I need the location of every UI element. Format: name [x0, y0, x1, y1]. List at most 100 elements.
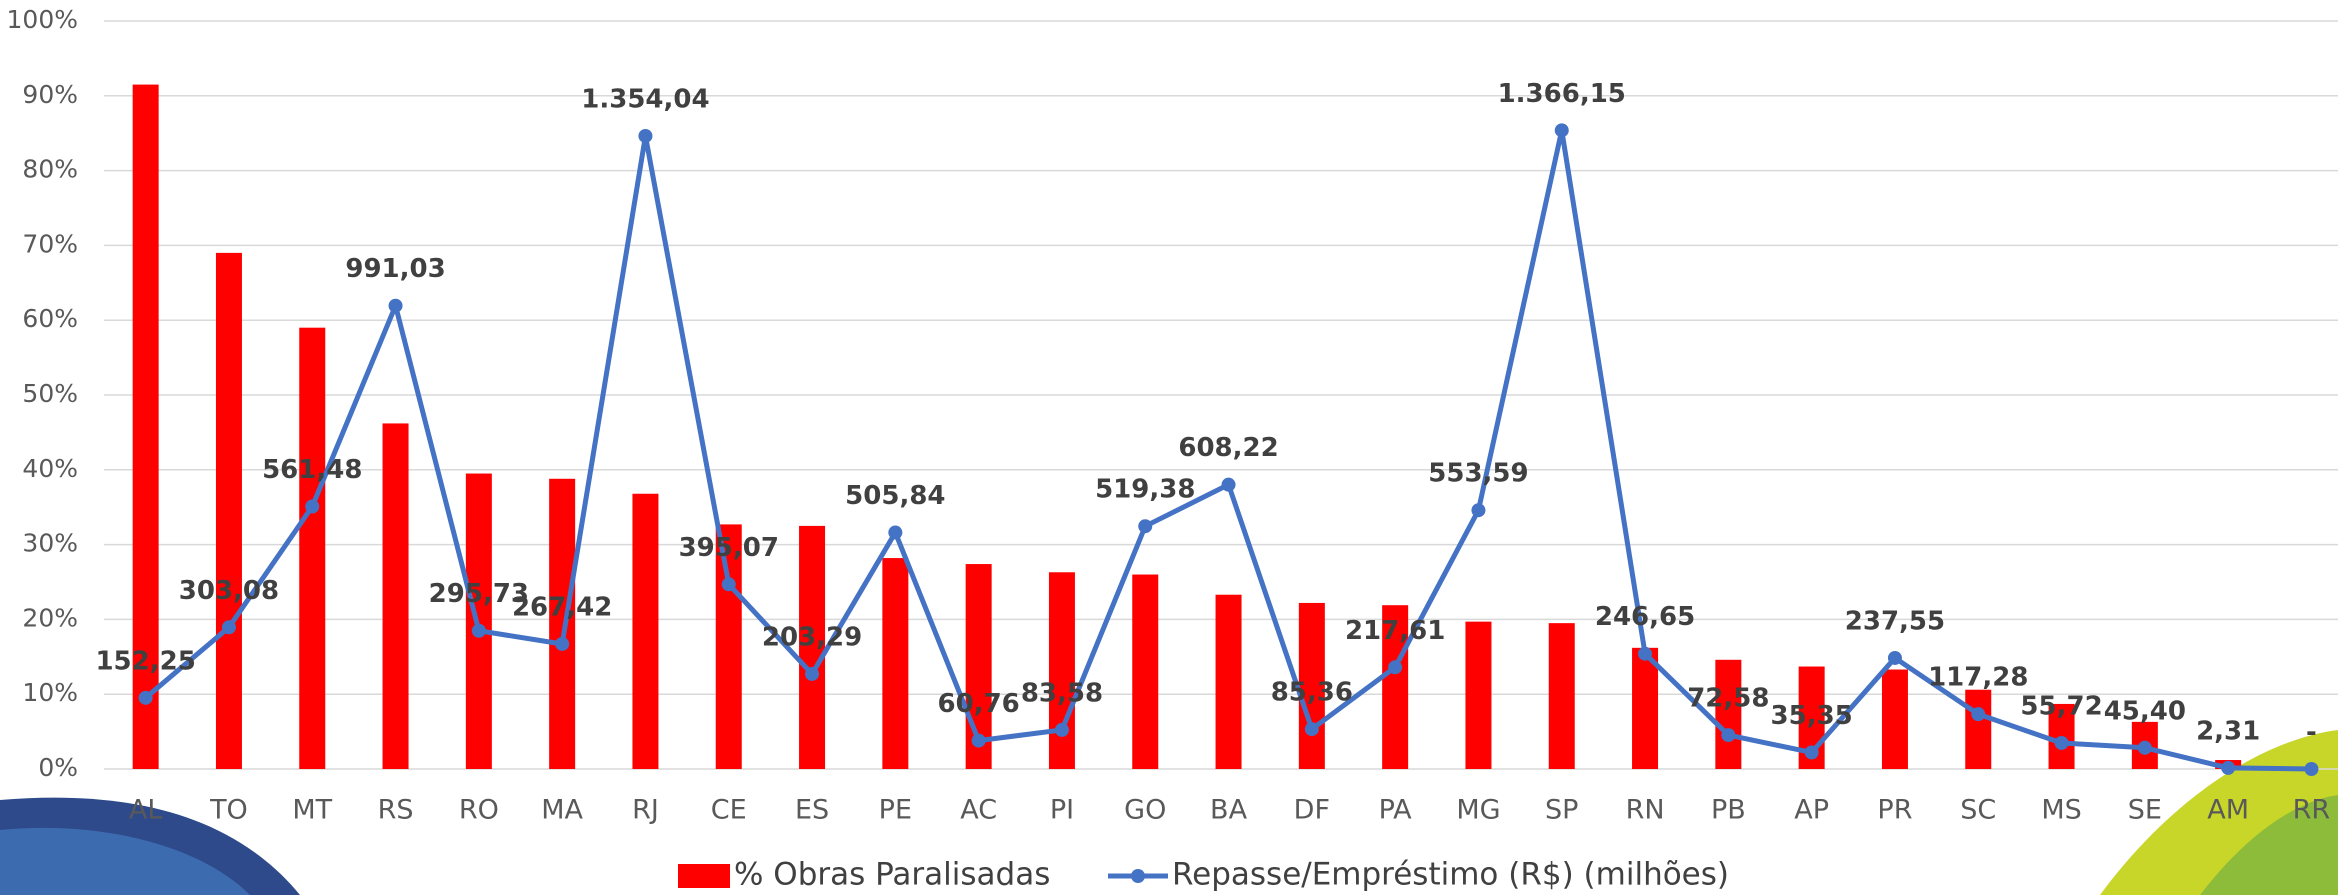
data-label: 246,65 [1595, 602, 1695, 632]
bar [1465, 622, 1491, 769]
line-marker [972, 734, 986, 748]
line-marker [1555, 123, 1569, 137]
bar [1965, 690, 1991, 769]
x-tick-label: PA [1379, 795, 1413, 826]
data-label: 267,42 [512, 592, 612, 622]
x-tick-label: RN [1626, 795, 1665, 826]
x-tick-label: MT [292, 795, 332, 826]
line-marker [722, 577, 736, 591]
line-marker [1888, 651, 1902, 665]
y-tick-label: 20% [22, 603, 78, 632]
y-tick-label: 60% [22, 304, 78, 333]
bar [1549, 623, 1575, 769]
line-marker [389, 299, 403, 313]
data-label: 237,55 [1845, 606, 1945, 636]
line-marker [1805, 745, 1819, 759]
data-label: 1.354,04 [581, 84, 709, 114]
bar [549, 479, 575, 769]
line-marker [2304, 762, 2318, 776]
line-marker [222, 620, 236, 634]
data-label: 85,36 [1271, 678, 1353, 708]
x-tick-label: PB [1711, 795, 1746, 826]
line-marker [1471, 503, 1485, 517]
data-label: 505,84 [845, 481, 945, 511]
line-marker [472, 624, 486, 638]
line-marker [305, 500, 319, 514]
line-marker [1222, 478, 1236, 492]
data-label: 203,29 [762, 622, 862, 652]
data-label: 72,58 [1687, 684, 1769, 714]
bar [882, 558, 908, 769]
data-label: 217,61 [1345, 616, 1445, 646]
bar [383, 423, 409, 769]
x-tick-label: ES [795, 795, 829, 826]
y-tick-label: 80% [22, 155, 78, 184]
line-marker [1638, 647, 1652, 661]
line-marker [805, 667, 819, 681]
y-tick-label: 30% [22, 529, 78, 558]
data-label: 2,31 [2196, 716, 2260, 746]
line-marker [1305, 722, 1319, 736]
bar [299, 328, 325, 769]
x-tick-label: AP [1794, 795, 1829, 826]
x-tick-label: TO [209, 795, 248, 826]
data-label: 1.366,15 [1498, 79, 1626, 109]
x-tick-label: SE [2128, 795, 2162, 826]
data-label: 553,59 [1428, 459, 1528, 489]
line-marker [1388, 660, 1402, 674]
data-label: 519,38 [1095, 475, 1195, 505]
data-label: 55,72 [2020, 691, 2102, 721]
x-tick-label: AC [960, 795, 997, 826]
bar [1216, 595, 1242, 769]
x-tick-label: SP [1545, 795, 1578, 826]
x-tick-label: RJ [632, 795, 659, 826]
line-marker [638, 129, 652, 143]
line-marker [1971, 707, 1985, 721]
legend-swatch [1131, 869, 1145, 883]
legend-label: % Obras Paralisadas [734, 857, 1050, 893]
line-marker [2055, 736, 2069, 750]
y-tick-label: 40% [22, 454, 78, 483]
line-marker [888, 526, 902, 540]
data-label: 60,76 [938, 689, 1020, 719]
x-tick-label: GO [1124, 795, 1166, 826]
line-marker [1721, 728, 1735, 742]
bar [216, 253, 242, 769]
x-tick-label: DF [1294, 795, 1330, 826]
y-tick-label: 0% [38, 753, 78, 782]
x-tick-label: SC [1960, 795, 1996, 826]
bar [1715, 660, 1741, 769]
line-marker [1055, 723, 1069, 737]
chart: 0%10%20%30%40%50%60%70%80%90%100%ALTOMTR… [0, 0, 2338, 895]
data-label: - [2306, 718, 2317, 748]
data-label: 45,40 [2104, 696, 2186, 726]
legend-swatch [678, 864, 730, 888]
bar [1132, 575, 1158, 769]
y-tick-label: 90% [22, 80, 78, 109]
y-tick-label: 100% [7, 5, 78, 34]
data-label: 991,03 [345, 254, 445, 284]
x-tick-label: MA [541, 795, 583, 826]
data-label: 395,07 [679, 533, 779, 563]
x-tick-label: RO [459, 795, 499, 826]
x-tick-label: MS [2041, 795, 2081, 826]
bar [1882, 670, 1908, 769]
line-marker [2221, 761, 2235, 775]
data-label: 117,28 [1928, 663, 2028, 693]
x-tick-label: PR [1877, 795, 1912, 826]
x-tick-label: MG [1456, 795, 1500, 826]
data-label: 83,58 [1021, 678, 1103, 708]
line-marker [555, 637, 569, 651]
line-marker [2138, 741, 2152, 755]
y-tick-label: 70% [22, 229, 78, 258]
bar [1049, 572, 1075, 769]
line-marker [139, 691, 153, 705]
legend-label: Repasse/Empréstimo (R$) (milhões) [1172, 857, 1729, 893]
x-tick-label: RR [2293, 795, 2331, 826]
data-label: 303,08 [179, 576, 279, 606]
data-label: 561,48 [262, 455, 362, 485]
data-label: 608,22 [1178, 433, 1278, 463]
y-tick-label: 50% [22, 379, 78, 408]
x-tick-label: BA [1210, 795, 1248, 826]
y-tick-label: 10% [22, 678, 78, 707]
